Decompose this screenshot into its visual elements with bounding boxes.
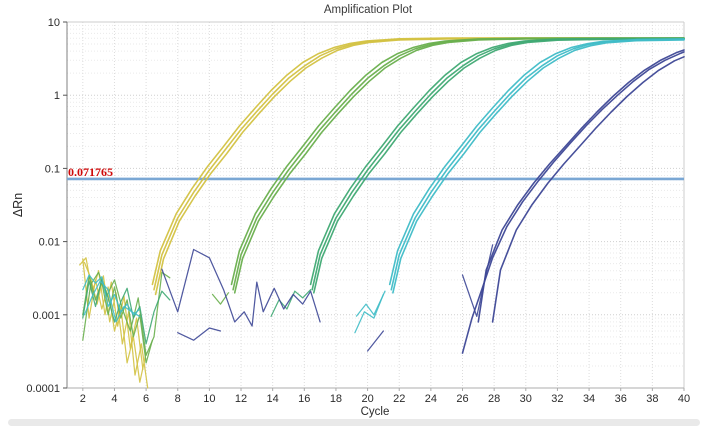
baseline-noise-trace[interactable] <box>177 327 222 341</box>
baseline-noise-trace[interactable] <box>270 289 312 318</box>
amplification-curve[interactable] <box>309 37 685 286</box>
x-tick-label: 6 <box>143 393 149 405</box>
y-axis-label: ΔRn <box>11 193 25 217</box>
amplification-curve[interactable] <box>230 37 685 286</box>
amplification-curve[interactable] <box>151 37 685 286</box>
amplification-curve[interactable] <box>312 38 685 294</box>
y-tick-label: 10 <box>48 17 60 29</box>
amplification-curve[interactable] <box>388 38 685 286</box>
baseline-noise-trace[interactable] <box>366 330 385 352</box>
amplification-curve[interactable] <box>232 37 685 291</box>
x-tick-label: 24 <box>425 393 437 405</box>
amplification-curve[interactable] <box>153 37 685 291</box>
x-tick-label: 34 <box>583 393 595 405</box>
baseline-noise-trace[interactable] <box>82 278 171 345</box>
y-tick-label: 1 <box>54 90 60 102</box>
x-tick-label: 14 <box>267 393 279 405</box>
horizontal-scrollbar-track[interactable] <box>8 419 700 426</box>
x-tick-label: 32 <box>551 393 563 405</box>
baseline-noise-trace[interactable] <box>82 271 171 356</box>
baseline-noise-trace[interactable] <box>83 280 141 323</box>
x-tick-label: 38 <box>646 393 658 405</box>
amplification-curve[interactable] <box>390 38 685 291</box>
x-tick-label: 36 <box>615 393 627 405</box>
x-tick-label: 22 <box>393 393 405 405</box>
x-axis-label: Cycle <box>361 406 390 418</box>
amplification-curve[interactable] <box>392 39 685 294</box>
x-tick-label: 10 <box>203 393 215 405</box>
x-tick-label: 12 <box>235 393 247 405</box>
amplification-curve[interactable] <box>154 37 685 296</box>
x-tick-label: 8 <box>175 393 181 405</box>
baseline-noise-trace[interactable] <box>354 293 385 334</box>
baseline-noise-trace[interactable] <box>461 244 494 318</box>
amplification-curves <box>79 37 685 389</box>
amplification-curve[interactable] <box>491 55 685 323</box>
baseline-noise-trace[interactable] <box>161 248 321 327</box>
x-tick-label: 30 <box>520 393 532 405</box>
x-tick-label: 2 <box>80 393 86 405</box>
grid-lines <box>67 21 685 389</box>
x-tick-label: 16 <box>298 393 310 405</box>
x-tick-label: 40 <box>678 393 690 405</box>
x-tick-label: 20 <box>361 393 373 405</box>
threshold-value-label: 0.071765 <box>68 165 113 179</box>
amplification-curve[interactable] <box>233 37 685 294</box>
x-tick-label: 26 <box>456 393 468 405</box>
y-tick-label: 0.01 <box>39 237 60 249</box>
chart-title: Amplification Plot <box>324 4 413 16</box>
y-tick-label: 0.0001 <box>26 383 60 395</box>
y-tick-label: 0.1 <box>45 163 60 175</box>
x-tick-label: 4 <box>111 393 117 405</box>
y-tick-label: 0.001 <box>32 310 60 322</box>
x-tick-label: 18 <box>330 393 342 405</box>
x-tick-label: 28 <box>488 393 500 405</box>
amplification-curve[interactable] <box>461 51 685 354</box>
amplification-curve[interactable] <box>477 49 685 323</box>
baseline-noise-trace[interactable] <box>355 290 386 317</box>
